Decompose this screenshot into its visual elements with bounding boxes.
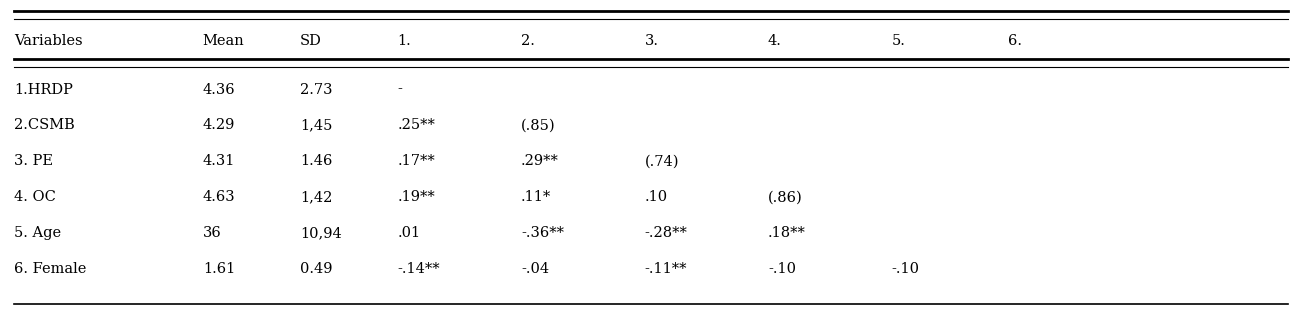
Text: .10: .10 (644, 190, 668, 204)
Text: -: - (397, 83, 402, 97)
Text: -.10: -.10 (768, 262, 796, 276)
Text: 1.: 1. (397, 34, 411, 48)
Text: 3. PE: 3. PE (14, 154, 53, 169)
Text: -.11**: -.11** (644, 262, 687, 276)
Text: .25**: .25** (397, 118, 436, 133)
Text: SD: SD (301, 34, 322, 48)
Text: (.74): (.74) (644, 154, 680, 169)
Text: (.86): (.86) (768, 190, 802, 204)
Text: 4.63: 4.63 (203, 190, 236, 204)
Text: -.04: -.04 (521, 262, 549, 276)
Text: 3.: 3. (644, 34, 659, 48)
Text: .19**: .19** (397, 190, 435, 204)
Text: .29**: .29** (521, 154, 559, 169)
Text: -.10: -.10 (892, 262, 919, 276)
Text: 1.HRDP: 1.HRDP (14, 83, 73, 97)
Text: 5. Age: 5. Age (14, 226, 61, 240)
Text: 5.: 5. (892, 34, 905, 48)
Text: 4.29: 4.29 (203, 118, 236, 133)
Text: 4.: 4. (768, 34, 781, 48)
Text: 4.36: 4.36 (203, 83, 236, 97)
Text: -.28**: -.28** (644, 226, 687, 240)
Text: 0.49: 0.49 (301, 262, 333, 276)
Text: 1,42: 1,42 (301, 190, 332, 204)
Text: -.36**: -.36** (521, 226, 564, 240)
Text: 1.46: 1.46 (301, 154, 332, 169)
Text: 2.: 2. (521, 34, 535, 48)
Text: 1.61: 1.61 (203, 262, 236, 276)
Text: .11*: .11* (521, 190, 551, 204)
Text: -.14**: -.14** (397, 262, 440, 276)
Text: .17**: .17** (397, 154, 435, 169)
Text: 10,94: 10,94 (301, 226, 342, 240)
Text: .18**: .18** (768, 226, 806, 240)
Text: 2.CSMB: 2.CSMB (14, 118, 76, 133)
Text: 6. Female: 6. Female (14, 262, 87, 276)
Text: Mean: Mean (203, 34, 245, 48)
Text: .01: .01 (397, 226, 421, 240)
Text: 4. OC: 4. OC (14, 190, 56, 204)
Text: 1,45: 1,45 (301, 118, 332, 133)
Text: 36: 36 (203, 226, 221, 240)
Text: 6.: 6. (1008, 34, 1022, 48)
Text: Variables: Variables (14, 34, 83, 48)
Text: (.85): (.85) (521, 118, 556, 133)
Text: 2.73: 2.73 (301, 83, 333, 97)
Text: 4.31: 4.31 (203, 154, 236, 169)
